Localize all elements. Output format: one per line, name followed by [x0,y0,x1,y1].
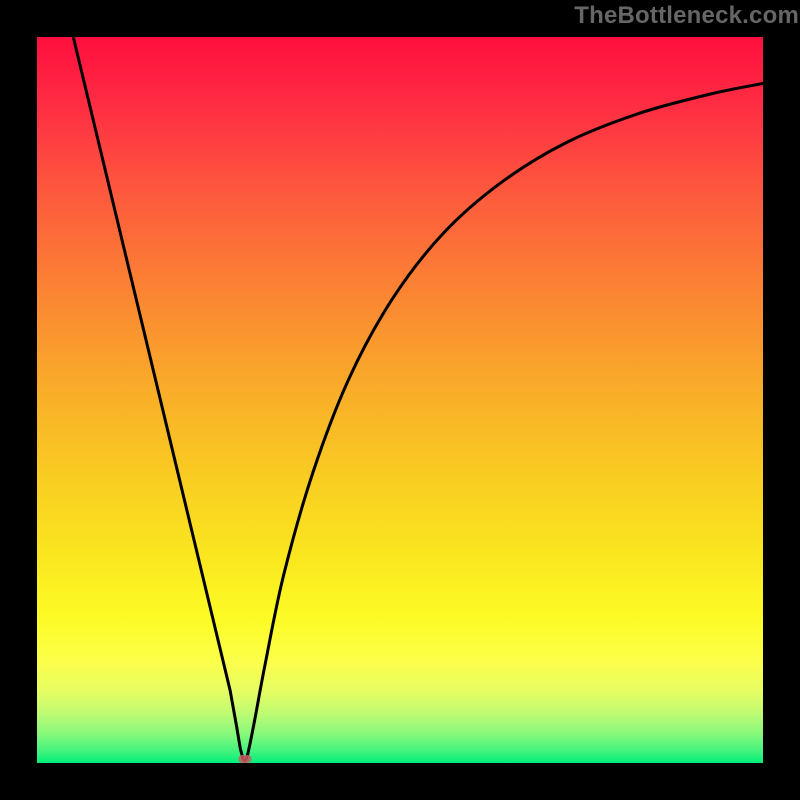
data-curve [37,37,763,763]
chart-frame: TheBottleneck.com [0,0,800,800]
min-marker [238,755,251,763]
plot-area [37,37,763,763]
watermark-text: TheBottleneck.com [574,2,799,30]
